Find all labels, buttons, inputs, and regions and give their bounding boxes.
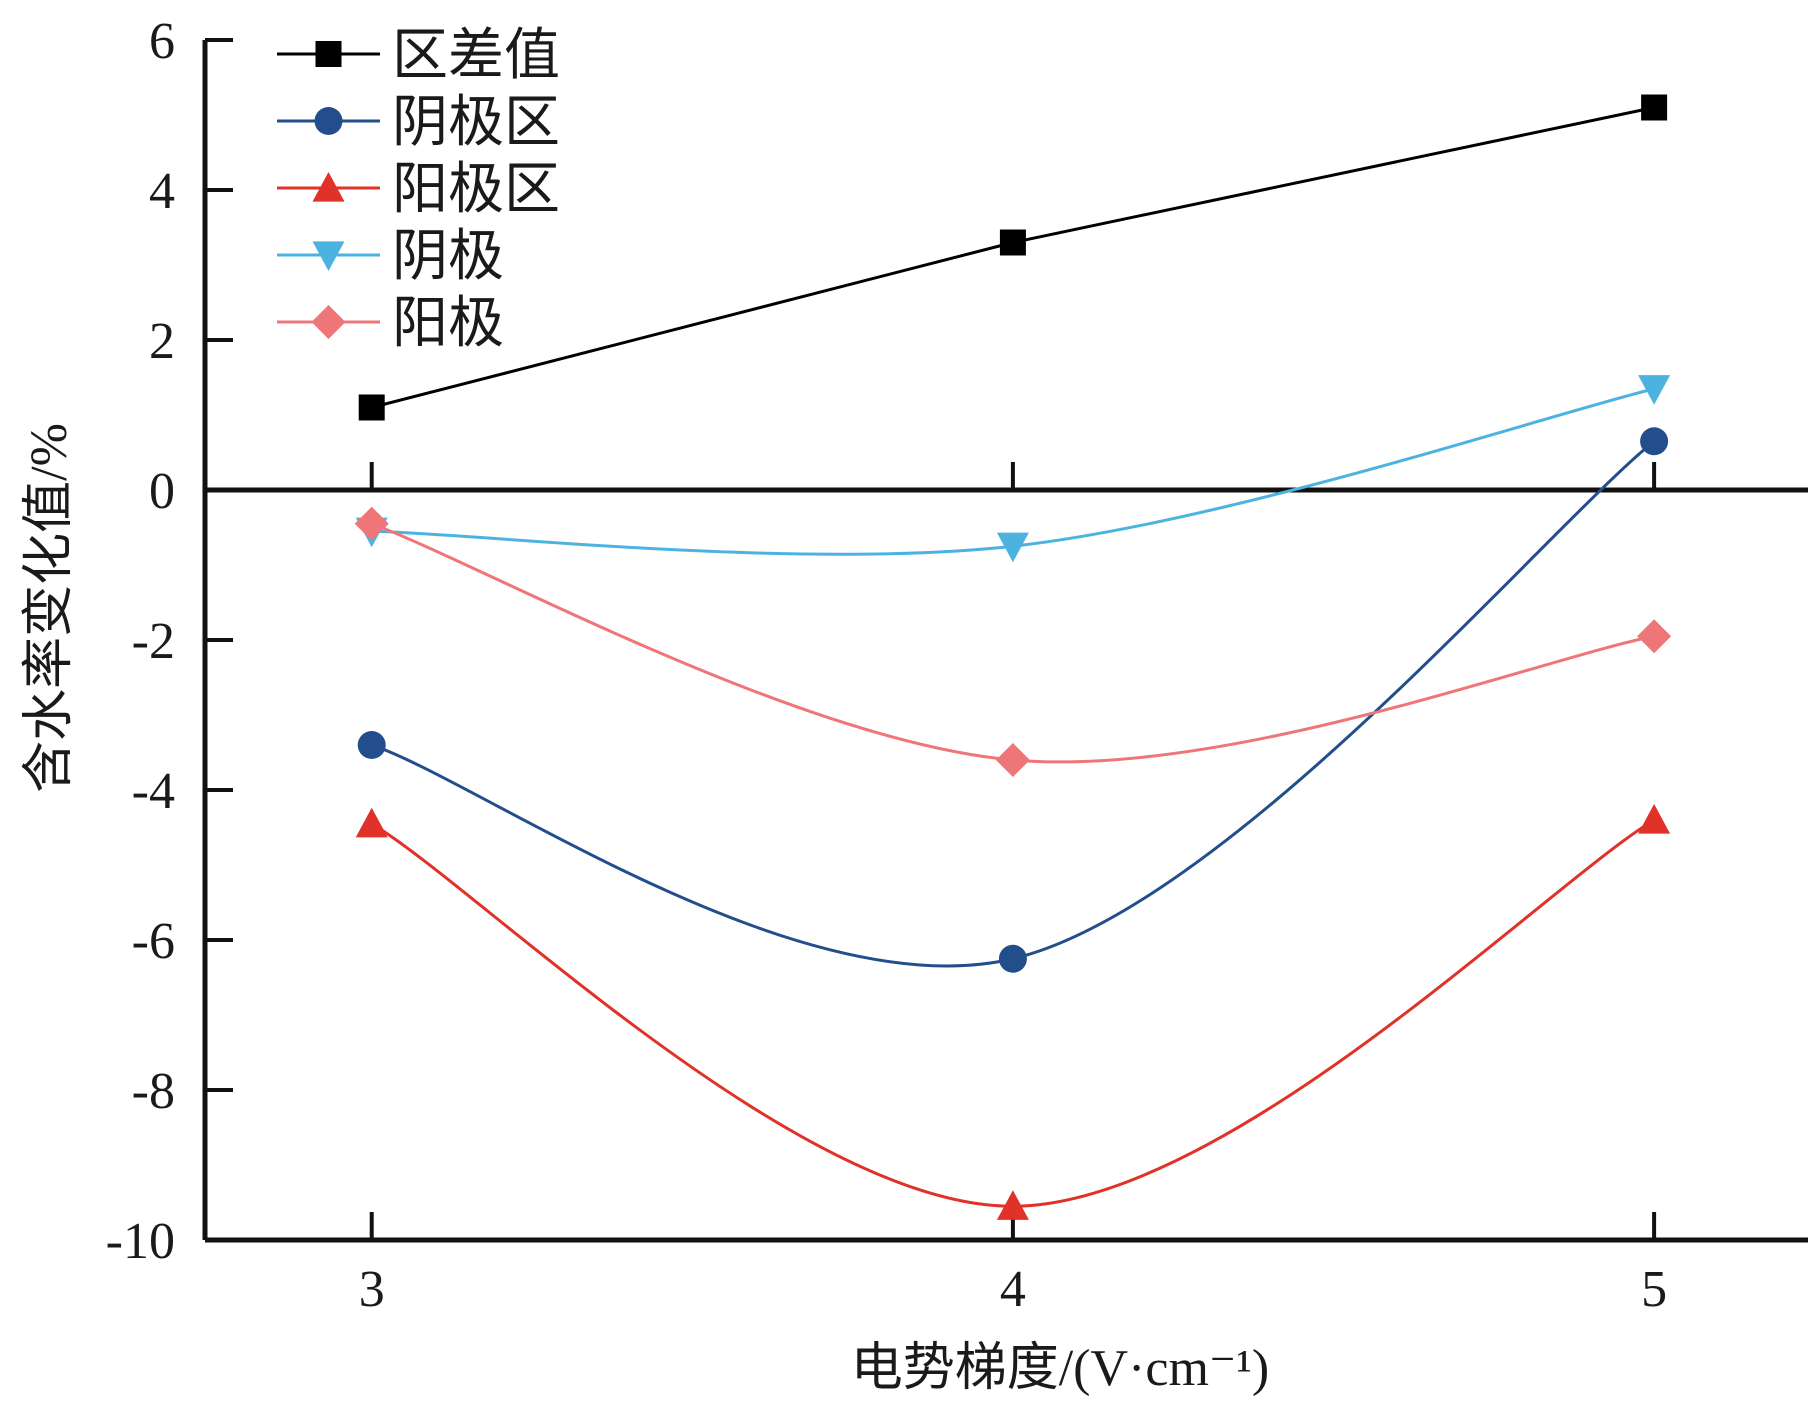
legend-marker bbox=[312, 172, 345, 202]
x-tick-label: 3 bbox=[359, 1261, 385, 1318]
legend-item: 阳极区 bbox=[277, 159, 560, 221]
legend-label: 阴极 bbox=[392, 226, 504, 288]
data-point bbox=[1637, 619, 1672, 654]
y-tick-label: -4 bbox=[132, 763, 175, 820]
y-tick-label: 6 bbox=[149, 13, 175, 70]
y-tick-label: 4 bbox=[149, 163, 175, 220]
series-1 bbox=[357, 427, 1669, 973]
series-4 bbox=[354, 506, 1672, 777]
data-point bbox=[1640, 427, 1669, 456]
series-line bbox=[371, 440, 1656, 968]
series-line bbox=[371, 106, 1655, 409]
data-point bbox=[996, 532, 1029, 563]
data-point bbox=[358, 394, 385, 421]
data-point bbox=[354, 506, 389, 541]
series-2 bbox=[355, 804, 1671, 1220]
data-point bbox=[357, 731, 386, 759]
x-tick-label: 4 bbox=[1000, 1261, 1026, 1318]
y-tick-label: 0 bbox=[149, 463, 175, 520]
data-point bbox=[998, 944, 1027, 973]
legend-label: 阳极区 bbox=[392, 159, 560, 221]
legend-marker bbox=[315, 41, 342, 67]
y-axis-title: 含水率变化值/% bbox=[21, 423, 78, 793]
x-axis-title: 电势梯度/(V·cm⁻¹) bbox=[851, 1340, 1270, 1397]
data-point bbox=[1638, 375, 1671, 405]
legend-label: 阳极 bbox=[392, 293, 504, 355]
data-point bbox=[995, 743, 1030, 777]
x-tick-label: 5 bbox=[1641, 1261, 1667, 1318]
y-tick-label: -2 bbox=[132, 613, 175, 670]
series-layer bbox=[354, 94, 1672, 1220]
y-tick-label: -6 bbox=[132, 913, 175, 970]
legend-item: 阴极区 bbox=[277, 92, 560, 154]
y-tick-label: 2 bbox=[149, 313, 175, 370]
series-line bbox=[370, 818, 1655, 1208]
axes: 6 4 2 0 -2 -4 -6 -8 -10 3 4 5 bbox=[106, 13, 1808, 1318]
legend-label: 区差值 bbox=[392, 25, 560, 87]
data-point bbox=[996, 1190, 1029, 1220]
data-point bbox=[999, 229, 1026, 256]
legend-item: 区差值 bbox=[277, 25, 560, 87]
legend-marker bbox=[311, 305, 346, 339]
legend-marker bbox=[314, 107, 343, 135]
data-point bbox=[1638, 804, 1671, 834]
series-0 bbox=[358, 94, 1668, 421]
legend-item: 阴极 bbox=[277, 226, 504, 288]
y-tick-label: -10 bbox=[106, 1213, 175, 1270]
data-point bbox=[355, 807, 388, 838]
y-tick-label: -8 bbox=[132, 1063, 175, 1120]
legend-item: 阳极 bbox=[277, 293, 504, 355]
legend-marker bbox=[312, 241, 345, 271]
data-point bbox=[1641, 94, 1668, 121]
legend-label: 阴极区 bbox=[392, 92, 560, 154]
